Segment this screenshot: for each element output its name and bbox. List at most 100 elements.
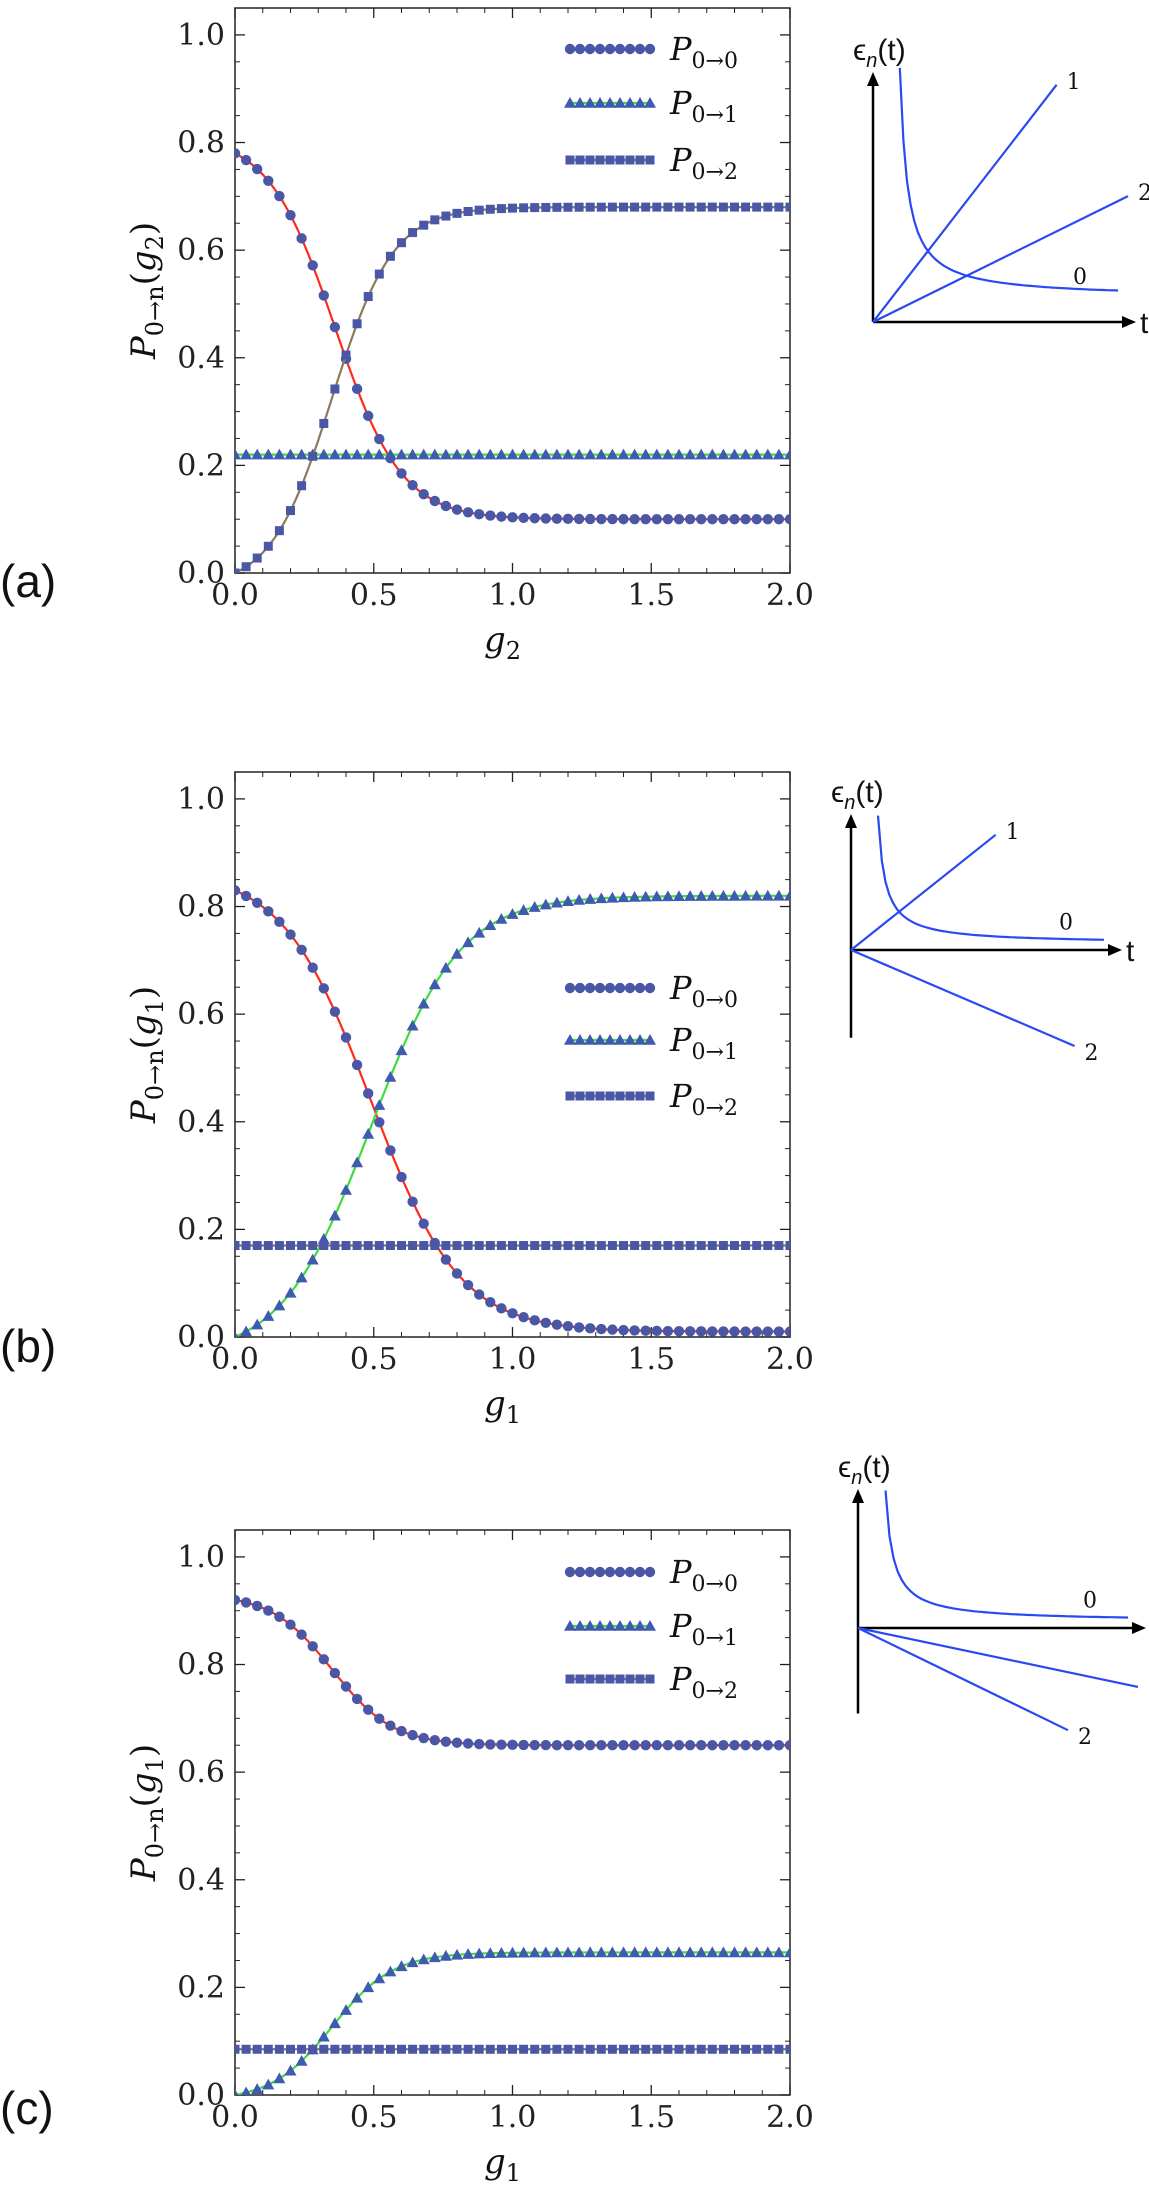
data-point — [240, 154, 252, 166]
data-point — [607, 1740, 618, 1751]
data-point — [473, 1947, 486, 1959]
data-point — [273, 448, 286, 460]
data-point — [540, 513, 551, 524]
data-point — [235, 448, 241, 460]
data-point — [397, 2044, 406, 2054]
inset-level-curve — [876, 815, 1105, 941]
data-point — [317, 448, 330, 460]
data-point — [663, 202, 673, 212]
data-point — [562, 1739, 574, 1751]
data-point — [730, 1241, 739, 1251]
data-point — [762, 1740, 773, 1751]
data-point — [439, 448, 452, 460]
data-point — [395, 448, 408, 460]
data-point — [363, 410, 374, 422]
data-point — [363, 1241, 373, 1251]
data-point — [584, 448, 597, 460]
data-point — [772, 448, 785, 460]
data-point — [773, 1326, 785, 1337]
data-point — [528, 1946, 541, 1958]
inset-y-arrow — [845, 814, 857, 828]
data-point — [251, 2083, 264, 2094]
data-point — [507, 512, 518, 523]
legend-swatch-marker — [594, 982, 606, 994]
plot-frame — [234, 1529, 791, 2096]
data-point — [474, 205, 484, 215]
data-point — [763, 2044, 773, 2054]
legend-swatch-marker — [604, 43, 616, 55]
data-point — [552, 1241, 562, 1251]
legend-swatch-marker — [605, 1091, 615, 1101]
data-point — [585, 2044, 595, 2054]
data-point — [662, 1325, 674, 1337]
data-point — [530, 1241, 540, 1251]
data-point — [563, 1241, 573, 1251]
legend-label: P0→1 — [669, 1607, 738, 1651]
data-point — [539, 448, 552, 460]
inset-y-arrow — [852, 1489, 864, 1503]
inset-level-label: 2 — [1078, 1725, 1092, 1750]
data-point — [451, 504, 463, 515]
legend-swatch-marker — [644, 1620, 656, 1631]
data-point — [428, 1951, 441, 1963]
data-point — [363, 292, 373, 302]
data-point — [739, 889, 752, 901]
data-point — [441, 2044, 451, 2054]
y-tick-label: 0.0 — [177, 2078, 225, 2113]
legend-swatch-marker — [564, 1620, 576, 1631]
data-point — [235, 1594, 241, 1606]
data-point — [241, 1241, 251, 1251]
legend-swatch-marker — [585, 155, 595, 165]
data-point — [351, 383, 363, 395]
data-point — [274, 1611, 285, 1622]
x-tick-label: 0.0 — [211, 578, 259, 613]
legend-swatch-marker — [635, 1091, 645, 1101]
legend-swatch-marker — [634, 982, 646, 994]
legend-swatch-marker — [605, 155, 615, 165]
legend-swatch-marker — [594, 97, 606, 108]
x-tick-label: 1.5 — [627, 2100, 675, 2135]
data-point — [374, 433, 385, 445]
data-point — [595, 1946, 608, 1958]
x-axis-label: g2 — [484, 620, 521, 665]
data-point — [618, 1324, 629, 1336]
data-point — [774, 202, 784, 212]
data-point — [685, 2044, 695, 2054]
legend-swatch-marker — [584, 1034, 596, 1045]
y-tick-label: 0.6 — [177, 233, 225, 268]
inset-x-arrow — [1122, 316, 1136, 328]
data-point — [629, 513, 640, 525]
data-point — [519, 203, 529, 213]
data-point — [373, 448, 386, 460]
panel-label: (a) — [0, 555, 56, 607]
legend-swatch-marker — [564, 43, 576, 55]
legend-swatch-marker — [624, 97, 636, 108]
data-point — [507, 1739, 518, 1751]
data-point — [285, 929, 296, 940]
legend-swatch-marker — [585, 1091, 595, 1101]
data-point — [296, 1629, 307, 1640]
data-point — [406, 1019, 419, 1031]
data-point — [297, 1241, 307, 1251]
data-point — [263, 175, 274, 187]
data-point — [728, 1946, 741, 1958]
legend: P0→0 P0→1 P0→2 — [564, 1553, 738, 1704]
data-point — [652, 2044, 662, 2054]
data-point — [673, 448, 685, 460]
data-point — [451, 1948, 463, 1960]
data-point — [540, 1739, 551, 1751]
data-point — [340, 1032, 352, 1043]
energy-inset: t ϵn(t) 1 0 2 — [831, 776, 1135, 1066]
legend-swatch-marker — [624, 1034, 636, 1045]
data-point — [661, 1946, 674, 1958]
data-point — [273, 2072, 286, 2084]
data-point — [674, 1241, 684, 1251]
data-point — [574, 202, 584, 212]
data-point — [262, 448, 275, 460]
legend-swatch-marker — [584, 97, 596, 108]
data-point — [506, 448, 519, 460]
data-point — [606, 448, 619, 460]
legend-swatch-marker — [565, 155, 575, 165]
data-point — [406, 448, 419, 460]
data-point — [518, 1739, 529, 1751]
